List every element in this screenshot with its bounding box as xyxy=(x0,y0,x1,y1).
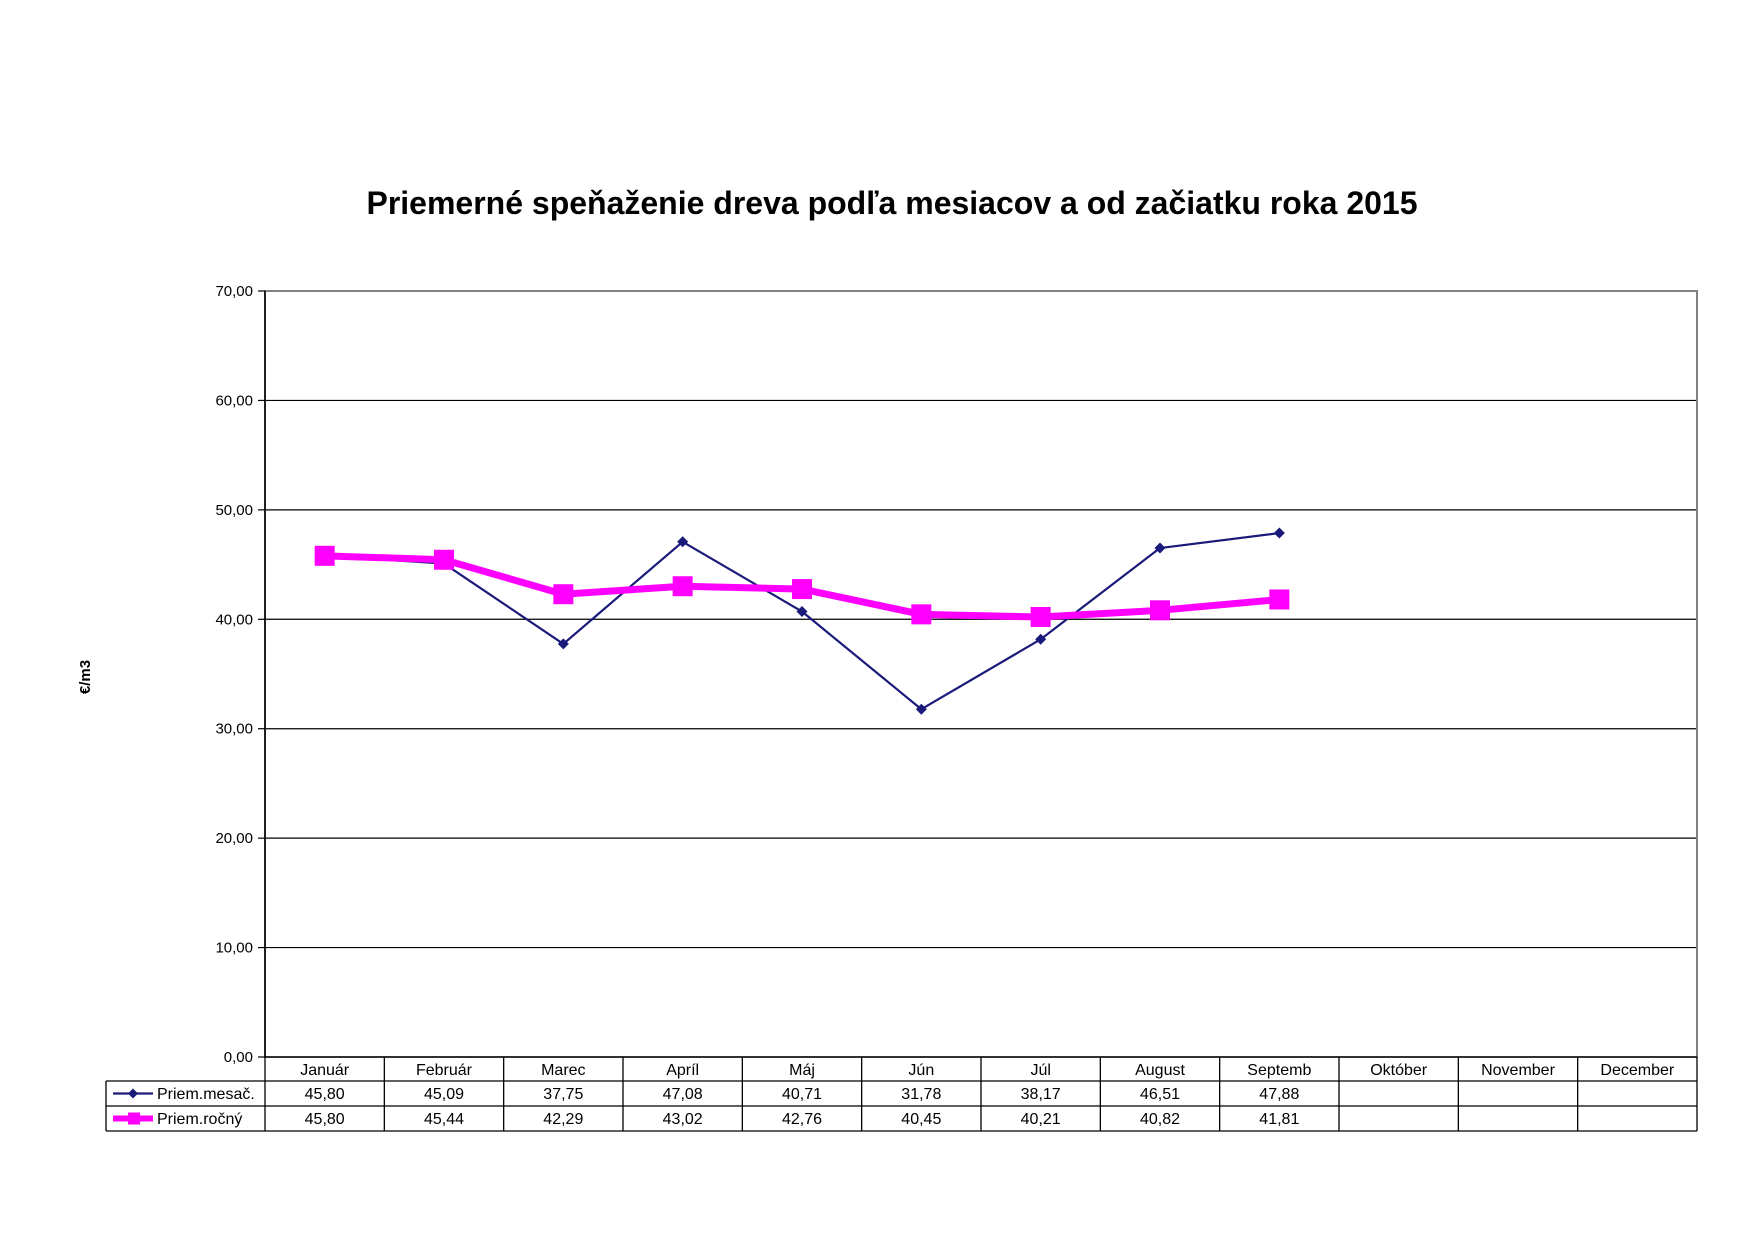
table-value-cell: 46,51 xyxy=(1140,1086,1180,1103)
y-tick-label: 0,00 xyxy=(224,1049,253,1066)
x-category-label: Máj xyxy=(789,1062,815,1079)
data-point-square xyxy=(792,579,812,600)
legend-key-marker xyxy=(128,1112,140,1125)
data-point-square xyxy=(672,576,693,597)
y-tick-label: 20,00 xyxy=(215,830,253,847)
legend-entry-label: Priem.ročný xyxy=(157,1111,242,1128)
table-value-cell: 38,17 xyxy=(1021,1086,1061,1103)
data-point-square xyxy=(314,545,335,566)
x-category-label: Január xyxy=(300,1062,350,1079)
table-value-cell: 47,08 xyxy=(663,1086,703,1103)
table-value-cell: 37,75 xyxy=(543,1086,583,1103)
x-category-label: Septemb xyxy=(1247,1062,1311,1079)
table-value-cell: 45,44 xyxy=(424,1111,464,1128)
chart-title: Priemerné speňaženie dreva podľa mesiaco… xyxy=(366,185,1417,221)
table-value-cell: 45,09 xyxy=(424,1086,464,1103)
data-point-diamond xyxy=(677,536,689,548)
data-point-diamond xyxy=(1154,542,1166,554)
data-point-square xyxy=(1269,589,1290,610)
x-category-label: November xyxy=(1481,1062,1555,1079)
table-value-cell: 45,80 xyxy=(305,1086,345,1103)
y-tick-label: 70,00 xyxy=(215,283,253,300)
y-axis-label: €/m3 xyxy=(77,660,94,694)
y-tick-label: 40,00 xyxy=(215,611,253,628)
series-layer xyxy=(314,527,1290,715)
y-axis: 0,00 10,00 20,00 30,00 40,00 50,00 60,00 70,00 xyxy=(215,283,266,1066)
data-point-diamond xyxy=(557,638,569,650)
x-category-label: August xyxy=(1135,1062,1185,1079)
legend-entry-label: Priem.mesač. xyxy=(157,1086,255,1103)
table-value-cell: 40,45 xyxy=(901,1111,941,1128)
x-category-label: Apríl xyxy=(666,1062,699,1079)
data-point-square xyxy=(1150,600,1170,621)
data-point-square xyxy=(434,549,454,570)
x-category-label: Jún xyxy=(908,1062,934,1079)
data-point-diamond xyxy=(1273,527,1285,539)
x-category-label: Február xyxy=(416,1062,473,1079)
data-point-square xyxy=(911,604,932,625)
x-category-label: Marec xyxy=(541,1062,585,1079)
table-value-cell: 40,21 xyxy=(1021,1111,1061,1128)
x-category-label: December xyxy=(1600,1062,1674,1079)
data-point-diamond xyxy=(796,606,808,618)
data-point-square xyxy=(553,584,574,605)
table-value-cell: 45,80 xyxy=(305,1111,345,1128)
legend-key-marker xyxy=(128,1088,138,1099)
y-tick-label: 30,00 xyxy=(215,721,253,738)
table-value-cell: 42,76 xyxy=(782,1111,822,1128)
y-tick-label: 10,00 xyxy=(215,940,253,957)
x-category-label: Júl xyxy=(1030,1062,1050,1079)
table-value-cell: 43,02 xyxy=(663,1111,703,1128)
x-category-label: Október xyxy=(1370,1062,1428,1079)
table-value-cell: 41,81 xyxy=(1259,1111,1299,1128)
y-tick-label: 60,00 xyxy=(215,392,253,409)
table-value-cell: 47,88 xyxy=(1259,1086,1299,1103)
table-value-cell: 31,78 xyxy=(901,1086,941,1103)
table-value-cell: 40,82 xyxy=(1140,1111,1180,1128)
data-table: Január Február Marec Apríl Máj Jún Júl August Se… xyxy=(105,1056,1698,1132)
y-tick-label: 50,00 xyxy=(215,502,253,519)
table-value-cell: 42,29 xyxy=(543,1111,583,1128)
data-point-diamond xyxy=(915,703,927,715)
series-line-1 xyxy=(324,531,1280,711)
data-point-square xyxy=(1030,606,1051,627)
table-value-cell: 40,71 xyxy=(782,1086,822,1103)
data-point-diamond xyxy=(1035,633,1047,645)
gridlines xyxy=(265,290,1697,949)
